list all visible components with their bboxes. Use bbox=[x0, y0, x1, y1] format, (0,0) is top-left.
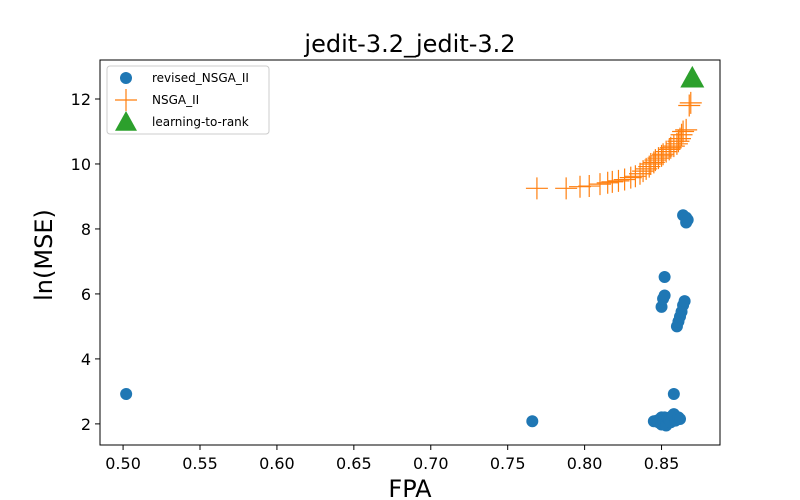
data-point bbox=[672, 120, 695, 143]
chart-title: jedit-3.2_jedit-3.2 bbox=[303, 30, 515, 58]
y-tick-label: 8 bbox=[81, 220, 91, 239]
data-point bbox=[601, 170, 624, 193]
data-point bbox=[675, 118, 698, 141]
y-tick-label: 12 bbox=[71, 90, 91, 109]
data-point bbox=[555, 177, 578, 200]
series-NSGA_II bbox=[525, 91, 702, 200]
legend-box bbox=[106, 65, 270, 135]
data-point bbox=[658, 289, 671, 302]
data-point bbox=[667, 130, 690, 153]
x-tick-label: 0.75 bbox=[490, 454, 526, 473]
data-point bbox=[670, 123, 693, 146]
y-axis-label: ln(MSE) bbox=[30, 209, 58, 301]
plot-frame bbox=[99, 59, 721, 446]
data-point bbox=[678, 295, 691, 308]
plot-area bbox=[120, 65, 705, 432]
y-tick-label: 10 bbox=[71, 155, 91, 174]
data-point bbox=[658, 271, 671, 284]
legend-label: learning-to-rank bbox=[152, 115, 249, 129]
data-point bbox=[619, 166, 642, 189]
data-point bbox=[667, 387, 680, 400]
legend-marker-learning-to-rank bbox=[115, 111, 137, 131]
x-tick-label: 0.80 bbox=[567, 454, 603, 473]
data-point bbox=[665, 132, 688, 155]
y-tick-label: 6 bbox=[81, 285, 91, 304]
data-point bbox=[569, 175, 591, 198]
data-point bbox=[607, 169, 630, 192]
x-tick-label: 0.55 bbox=[182, 454, 218, 473]
data-point bbox=[525, 177, 548, 200]
y-tick-label: 4 bbox=[81, 350, 91, 369]
data-point bbox=[680, 65, 705, 88]
data-point bbox=[681, 213, 694, 226]
data-point bbox=[674, 413, 686, 426]
x-axis-label: FPA bbox=[388, 475, 432, 500]
data-point bbox=[578, 175, 601, 198]
x-axis: 0.50 0.55 0.60 0.65 0.70 0.75 0.80 0.85 bbox=[105, 445, 679, 473]
data-point bbox=[613, 168, 636, 191]
legend-label: revised_NSGA_II bbox=[152, 71, 249, 85]
legend-marker-NSGA_II bbox=[115, 89, 137, 111]
data-point bbox=[638, 155, 661, 178]
data-point bbox=[679, 91, 702, 114]
x-tick-label: 0.70 bbox=[413, 454, 449, 473]
data-point bbox=[596, 171, 619, 194]
data-point bbox=[678, 94, 701, 117]
series-revised_NSGA_II bbox=[120, 209, 694, 432]
x-tick-label: 0.60 bbox=[259, 454, 295, 473]
legend: revised_NSGA_II NSGA_II learning-to-rank bbox=[106, 65, 270, 135]
x-tick-label: 0.65 bbox=[336, 454, 372, 473]
data-point bbox=[120, 387, 133, 400]
x-tick-label: 0.50 bbox=[105, 454, 141, 473]
y-tick-label: 2 bbox=[81, 415, 91, 434]
y-axis: 2 4 6 8 10 12 bbox=[71, 90, 100, 434]
data-point bbox=[526, 415, 539, 428]
legend-marker-revised_NSGA_II bbox=[120, 72, 132, 84]
x-tick-label: 0.85 bbox=[644, 454, 680, 473]
series-learning-to-rank bbox=[680, 65, 705, 88]
legend-label: NSGA_II bbox=[152, 93, 199, 107]
